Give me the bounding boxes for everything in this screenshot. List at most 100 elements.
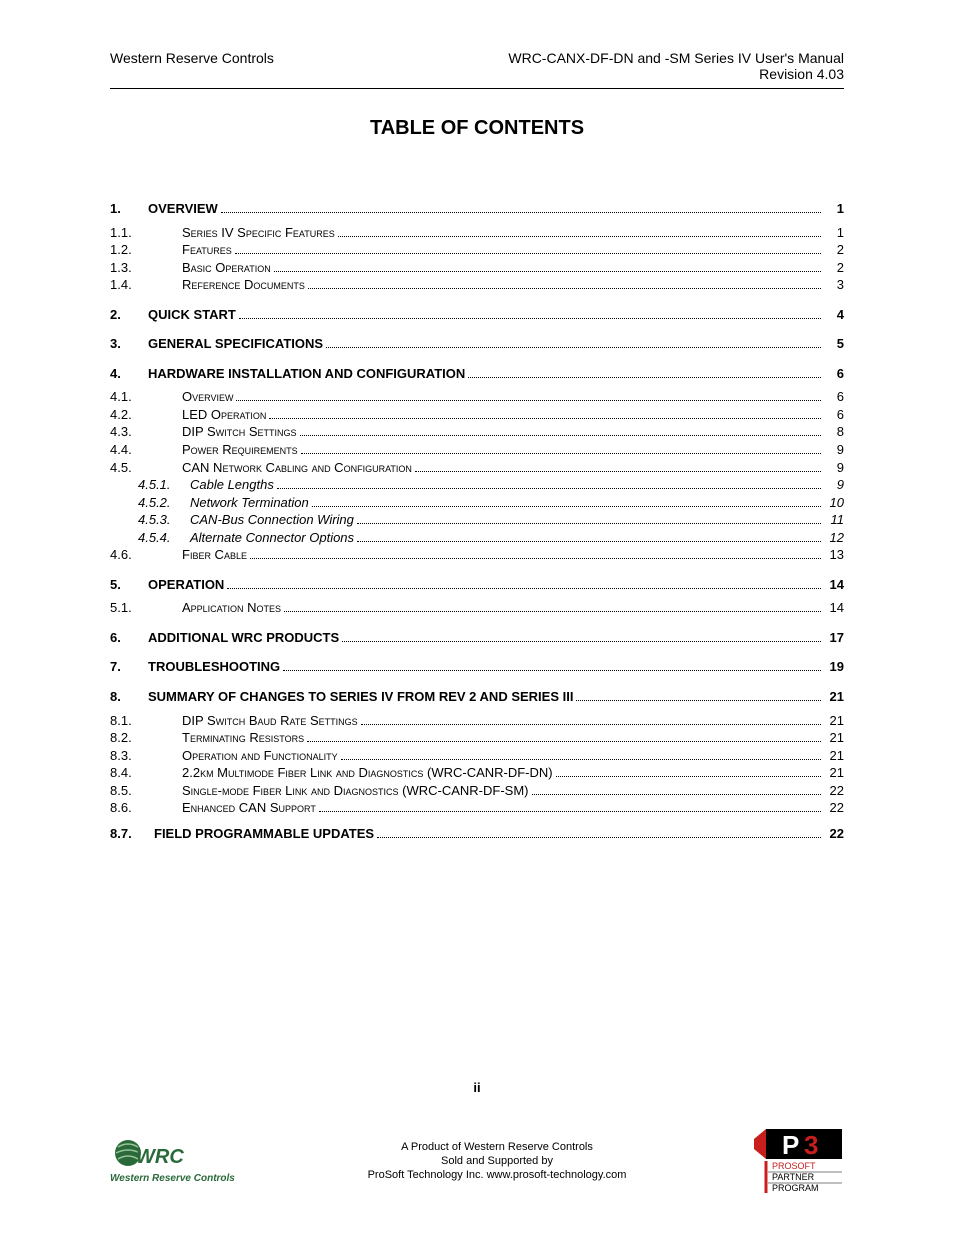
toc-text: Series IV Specific Features: [182, 224, 335, 242]
toc-page: 13: [824, 546, 844, 564]
toc-page: 21: [824, 712, 844, 730]
toc-leader: [326, 337, 821, 349]
toc-text: Overview: [148, 200, 218, 218]
toc-num: 4.5.4.: [110, 529, 166, 547]
toc-page: 14: [824, 599, 844, 617]
toc-text: 2.2km Multimode Fiber Link and Diagnosti…: [182, 764, 553, 782]
toc-leader: [312, 495, 821, 507]
toc-num: 5.1.: [110, 599, 150, 617]
toc-page: 12: [824, 529, 844, 547]
toc-page: 8: [824, 423, 844, 441]
toc-leader: [239, 307, 821, 319]
toc-num: 4.5.3.: [110, 511, 166, 529]
toc-entry: 4.5.3.CAN-Bus Connection Wiring11: [110, 511, 844, 529]
toc-entry: 4.2.LED Operation6: [110, 406, 844, 424]
toc-page: 3: [824, 276, 844, 294]
toc-leader: [342, 630, 821, 642]
toc-text: Additional WRC Products: [148, 629, 339, 647]
toc-text: Operation and Functionality: [182, 747, 338, 765]
toc-text: General Specifications: [148, 335, 323, 353]
toc-num: 4.6.: [110, 546, 150, 564]
toc-leader: [269, 407, 821, 419]
toc-page: 10: [824, 494, 844, 512]
page-number: ii: [0, 1080, 954, 1095]
header-right: WRC-CANX-DF-DN and -SM Series IV User's …: [508, 50, 844, 82]
toc-leader: [277, 477, 821, 489]
toc-num: 8.2.: [110, 729, 150, 747]
toc-leader: [319, 801, 821, 813]
toc-page: 21: [824, 764, 844, 782]
toc-text: Enhanced CAN Support: [182, 799, 316, 817]
toc-num: 4.2.: [110, 406, 150, 424]
toc-entry: 8.Summary of Changes to Series IV from R…: [110, 688, 844, 706]
toc-num: 1.2.: [110, 241, 150, 259]
toc-num: 7.: [110, 658, 148, 676]
toc-text: FIELD PROGRAMMABLE UPDATES: [154, 825, 374, 843]
toc-page: 22: [824, 782, 844, 800]
toc-entry: 8.3.Operation and Functionality21: [110, 747, 844, 765]
toc-leader: [284, 601, 821, 613]
toc-page: 6: [824, 388, 844, 406]
toc-entry: 1.3.Basic Operation2: [110, 259, 844, 277]
toc-page: 11: [824, 511, 844, 529]
toc-page: 19: [824, 658, 844, 676]
footer-line1: A Product of Western Reserve Controls: [368, 1140, 627, 1154]
footer-text: A Product of Western Reserve Controls So…: [368, 1140, 627, 1183]
toc-num: 8.5.: [110, 782, 150, 800]
toc-entry: 4.5.1. Cable Lengths 9: [110, 476, 844, 494]
header-revision: Revision 4.03: [508, 66, 844, 82]
toc-text: Quick Start: [148, 306, 236, 324]
toc-page: 2: [824, 259, 844, 277]
toc-text: Summary of Changes to Series IV from Rev…: [148, 688, 573, 706]
p3-logo: P 3 PROSOFT PARTNER PROGRAM: [754, 1127, 844, 1195]
toc-leader: [341, 748, 821, 760]
toc-leader: [361, 713, 821, 725]
toc-entry: 8.2.Terminating Resistors21: [110, 729, 844, 747]
toc-entry: 4.4.Power Requirements9: [110, 441, 844, 459]
toc-text: Alternate Connector Options: [190, 529, 354, 547]
toc-num: 4.5.2.: [110, 494, 166, 512]
toc-entry: 4.5.4. Alternate Connector Options 12: [110, 529, 844, 547]
toc-page: 1: [824, 200, 844, 218]
toc-num: 4.5.1.: [110, 476, 166, 494]
toc-leader: [357, 513, 821, 525]
header-left: Western Reserve Controls: [110, 50, 274, 82]
toc-text: Cable Lengths: [190, 476, 274, 494]
toc-num: 4.: [110, 365, 148, 383]
toc-num: 1.: [110, 200, 148, 218]
table-of-contents: 1.Overview11.1.Series IV Specific Featur…: [110, 200, 844, 817]
toc-leader: [300, 425, 822, 437]
toc-page: 22: [824, 825, 844, 843]
toc-page: 9: [824, 459, 844, 477]
toc-num: 8.4.: [110, 764, 150, 782]
svg-text:3: 3: [804, 1130, 818, 1160]
svg-text:P: P: [782, 1130, 799, 1160]
toc-num: 8.1.: [110, 712, 150, 730]
toc-entry: 5.Operation14: [110, 576, 844, 594]
page-header: Western Reserve Controls WRC-CANX-DF-DN …: [110, 50, 844, 82]
toc-leader: [283, 660, 821, 672]
toc-leader: [274, 260, 821, 272]
toc-page: 9: [824, 476, 844, 494]
toc-num: 4.3.: [110, 423, 150, 441]
toc-num: 3.: [110, 335, 148, 353]
toc-entry: 1.1.Series IV Specific Features1: [110, 224, 844, 242]
toc-page: 4: [824, 306, 844, 324]
toc-num: 4.4.: [110, 441, 150, 459]
toc-page: 6: [824, 406, 844, 424]
svg-text:PROSOFT: PROSOFT: [772, 1161, 816, 1171]
toc-num: 8.7.: [110, 825, 154, 843]
toc-text: Overview: [182, 388, 233, 406]
toc-num: 1.1.: [110, 224, 150, 242]
toc-leader: [556, 766, 821, 778]
toc-leader: [236, 390, 821, 402]
toc-entry: 2.Quick Start4: [110, 306, 844, 324]
toc-leader: [250, 548, 821, 560]
toc-entry: 4.5.CAN Network Cabling and Configuratio…: [110, 459, 844, 477]
toc-entry-8-7: 8.7. FIELD PROGRAMMABLE UPDATES 22: [110, 825, 844, 843]
toc-leader: [308, 278, 821, 290]
footer-line2: Sold and Supported by: [368, 1154, 627, 1168]
toc-num: 6.: [110, 629, 148, 647]
toc-leader: [377, 826, 821, 838]
toc-entry: 4.6.Fiber Cable13: [110, 546, 844, 564]
